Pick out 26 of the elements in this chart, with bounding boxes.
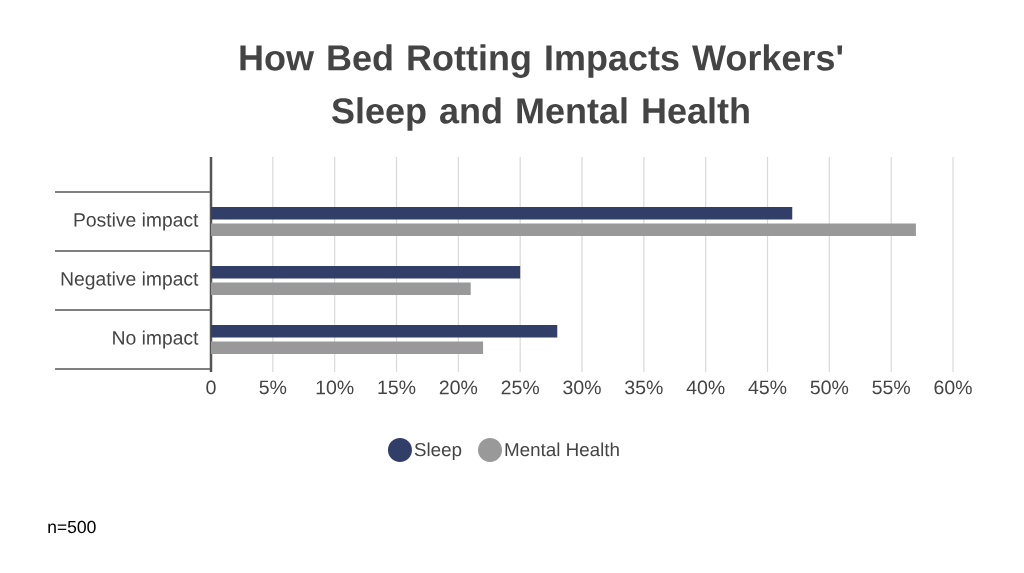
x-tick-label: 50% xyxy=(810,380,849,395)
y-tick-label: Postive impact xyxy=(74,212,199,231)
x-tick-label: 60% xyxy=(934,380,972,395)
x-tick-label: 30% xyxy=(563,380,601,395)
text: n=500 xyxy=(48,520,96,534)
bar xyxy=(211,266,521,279)
bar xyxy=(211,207,793,220)
x-tick-label: 15% xyxy=(378,380,416,395)
x-tick-label: 25% xyxy=(501,380,539,395)
x-tick-label: 35% xyxy=(625,380,663,395)
bar xyxy=(211,282,471,295)
y-tick-label: No impact xyxy=(113,330,199,349)
x-tick-label: 5% xyxy=(259,380,287,395)
x-tick-label: 20% xyxy=(439,380,478,395)
x-tick-label: 0 xyxy=(206,380,216,395)
bar xyxy=(211,223,916,236)
x-tick-label: 45% xyxy=(748,380,787,395)
y-tick-label: Negative impact xyxy=(61,271,199,290)
bar xyxy=(211,341,484,354)
x-tick-label: 40% xyxy=(686,380,725,395)
bar xyxy=(211,325,558,338)
x-tick-label: 10% xyxy=(316,380,354,395)
chart-title: How Bed Rotting Impacts Workers' Sleep and Mental Health xyxy=(240,44,843,131)
legend-label: Mental Health xyxy=(505,442,619,457)
legend-label: Sleep xyxy=(414,442,462,460)
x-tick-label: 55% xyxy=(872,380,910,395)
